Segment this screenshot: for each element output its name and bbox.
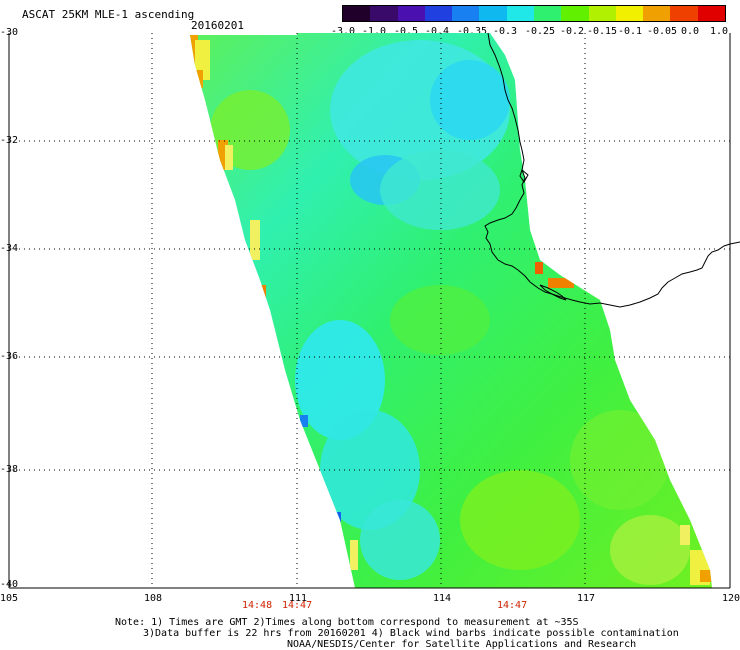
colorbar-segment [479,6,507,21]
colorbar-segment [424,6,453,21]
date-label: 20160201 [191,19,244,32]
product-title: ASCAT 25KM MLE-1 ascending [22,8,195,21]
colorbar-label: -0.4 [424,26,450,37]
colorbar-label: 1.0 [709,26,729,37]
coastline-island [539,284,567,301]
colorbar-segment [343,6,371,21]
lon-label: 111 [289,593,308,604]
colorbar-label: -0.3 [492,26,518,37]
coastline [484,32,740,308]
colorbar [342,5,726,22]
colorbar-segment [697,6,725,21]
colorbar-label: -0.35 [456,26,488,37]
colorbar-segment [588,6,616,21]
swath-detail [190,35,712,585]
time-label: 14:47 [497,600,528,611]
lon-label: 114 [433,593,452,604]
colorbar-segment [370,6,398,21]
axis-frame [8,33,731,589]
lat-label: -40 [0,579,19,590]
lon-label: 108 [144,593,163,604]
colorbar-segment [533,6,562,21]
colorbar-segment [615,6,644,21]
grid-lines [9,33,730,588]
lat-label: -34 [0,243,19,254]
lat-label: -32 [0,135,19,146]
colorbar-label: -0.05 [646,26,678,37]
note-line-1: Note: 1) Times are GMT 2)Times along bot… [115,617,579,628]
colorbar-label: -0.15 [586,26,618,37]
colorbar-label: -0.1 [617,26,643,37]
lon-label: 105 [0,593,19,604]
lat-label: -38 [0,464,19,475]
time-label: 14:47 [282,600,313,611]
colorbar-label: -3.0 [330,26,356,37]
time-label: 14:48 [242,600,273,611]
colorbar-segment [506,6,534,21]
colorbar-label: -0.25 [524,26,556,37]
colorbar-segment [397,6,425,21]
coastline-inlet [519,169,529,183]
note-line-3: NOAA/NESDIS/Center for Satellite Applica… [287,639,637,650]
colorbar-segment [670,6,698,21]
lon-label: 120 [722,593,740,604]
colorbar-segment [452,6,480,21]
colorbar-segment [643,6,671,21]
lon-label: 117 [577,593,596,604]
colorbar-label: -1.0 [361,26,387,37]
colorbar-label: -0.5 [393,26,419,37]
lat-label: -30 [0,27,19,38]
colorbar-label: 0.0 [680,26,700,37]
colorbar-segment [561,6,589,21]
note-line-2: 3)Data buffer is 22 hrs from 20160201 4)… [143,628,679,639]
colorbar-label: -0.2 [559,26,585,37]
lat-label: -36 [0,351,19,362]
